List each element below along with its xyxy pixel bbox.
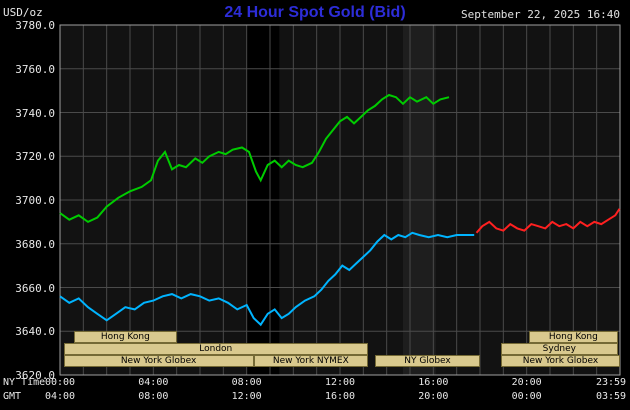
x-axis-tick-label: 08:00 xyxy=(231,377,262,388)
session-bar-ny-globex: NY Globex xyxy=(375,355,480,367)
chart-title: 24 Hour Spot Gold (Bid) xyxy=(224,4,406,21)
x-axis-tick-label: 04:00 xyxy=(138,377,169,388)
y-axis-tick-label: 3720.0 xyxy=(15,150,55,164)
price-line-sep22-today xyxy=(59,93,450,224)
y-axis-tick-label: 3740.0 xyxy=(15,106,55,120)
session-bar-new-york-globex: New York Globex xyxy=(63,355,254,367)
session-bar-hong-kong: Hong Kong xyxy=(74,331,177,343)
x-axis-tick-label: 12:00 xyxy=(231,391,262,402)
session-bar-sydney: Sydney xyxy=(501,343,618,355)
x-axis-tick-label: 23:59 xyxy=(595,377,627,388)
session-bar-new-york-nymex: New York NYMEX xyxy=(253,355,368,367)
x-axis-tick-label: 16:00 xyxy=(418,377,449,388)
x-axis-row-label: NY Time xyxy=(3,377,46,388)
x-axis-tick-label: 12:00 xyxy=(324,377,356,388)
x-axis-tick-label: 04:00 xyxy=(44,391,76,402)
session-bar-hong-kong: Hong Kong xyxy=(529,331,618,343)
datetime-label: September 22, 2025 16:40 xyxy=(461,8,620,21)
x-axis-tick-label: 20:00 xyxy=(511,377,542,388)
y-axis-tick-label: 3620.0 xyxy=(15,369,55,382)
x-axis-tick-label: 16:00 xyxy=(324,391,356,402)
x-axis-tick-label: 20:00 xyxy=(418,391,449,402)
session-bar-new-york-globex: New York Globex xyxy=(501,355,620,367)
x-axis-tick-label: 00:00 xyxy=(44,377,76,388)
y-axis-tick-label: 3700.0 xyxy=(15,194,55,207)
y-axis-tick-label: 3760.0 xyxy=(15,62,55,76)
price-line-sep19-ny-close xyxy=(59,231,475,327)
x-axis-row-label: GMT xyxy=(3,391,22,402)
x-axis-tick-label: 00:00 xyxy=(511,391,542,402)
y-axis-tick-label: 3640.0 xyxy=(15,325,55,339)
y-axis-tick-label: 3660.0 xyxy=(15,281,55,295)
x-axis-tick-label: 03:59 xyxy=(595,391,627,402)
y-axis-tick-label: 3680.0 xyxy=(15,237,55,251)
price-line-sep21-sunday xyxy=(475,208,621,234)
session-bar-london: London xyxy=(63,343,368,355)
plot-border xyxy=(59,24,621,376)
y-axis-tick-label: 3780.0 xyxy=(15,19,55,32)
x-axis-tick-label: 08:00 xyxy=(138,391,169,402)
y-axis-unit-label: USD/oz xyxy=(3,6,43,19)
